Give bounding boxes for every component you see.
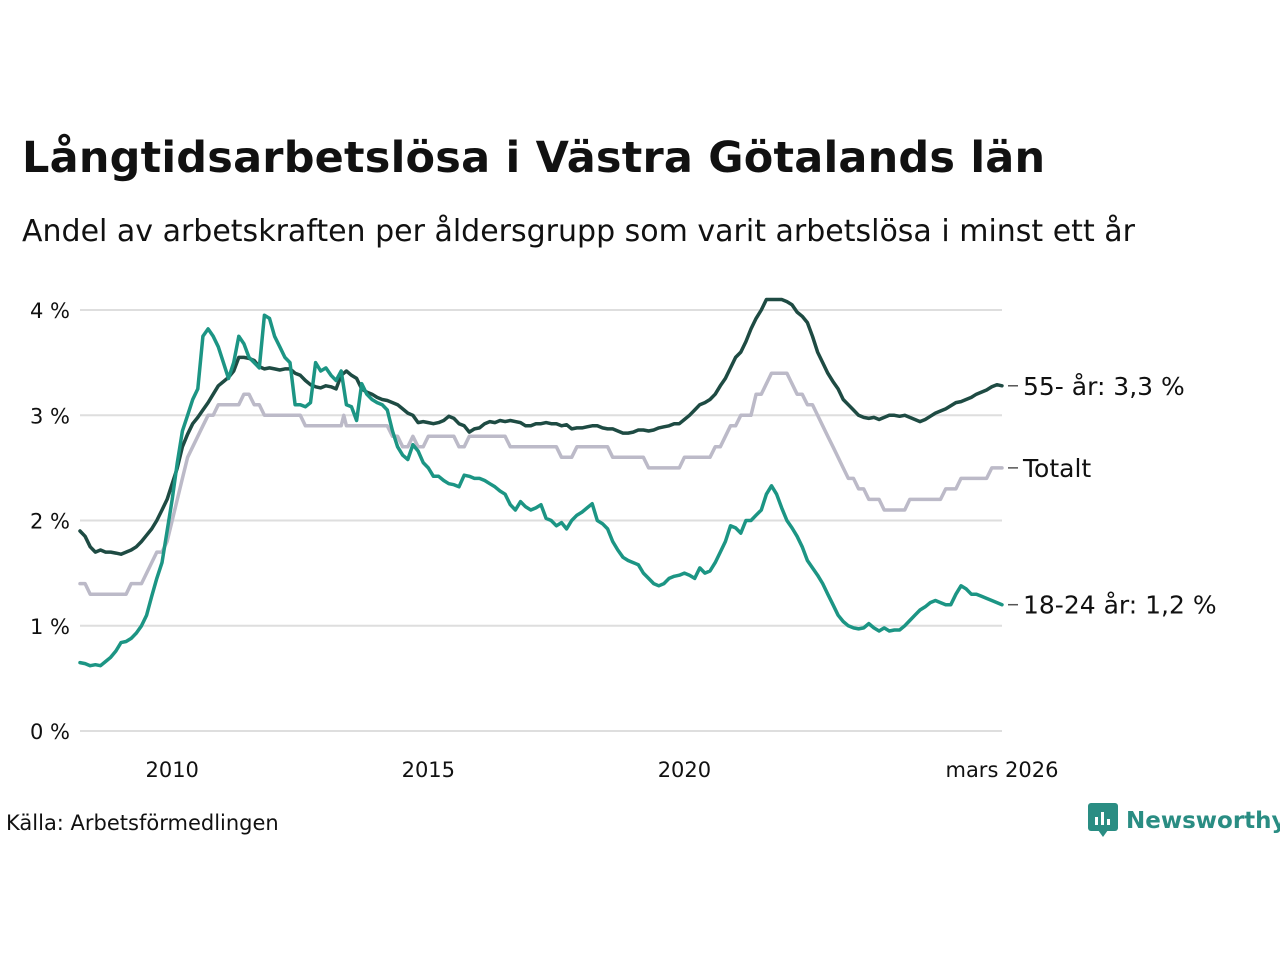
series-line bbox=[78, 297, 1004, 556]
source-note: Källa: Arbetsförmedlingen bbox=[6, 811, 279, 835]
series-line bbox=[78, 371, 1004, 596]
chart-title: Långtidsarbetslösa i Västra Götalands lä… bbox=[22, 133, 1046, 183]
y-tick-label: 2 % bbox=[30, 510, 70, 534]
label-layer: 0 % 1 % 2 % 3 % 4 % 2010 2015 2020 mars 2026 Tota… bbox=[30, 299, 1217, 782]
series-end-label: 18-24 år: 1,2 % bbox=[1023, 591, 1217, 620]
y-tick-label: 4 % bbox=[30, 299, 70, 323]
series-layer bbox=[78, 297, 1004, 668]
x-tick-label: mars 2026 bbox=[945, 758, 1058, 782]
y-tick-label: 0 % bbox=[30, 720, 70, 744]
y-tick-label: 3 % bbox=[30, 404, 70, 428]
series-line bbox=[78, 313, 1004, 668]
x-tick-label: 2010 bbox=[145, 758, 198, 782]
series-end-label: Totalt bbox=[1022, 454, 1091, 483]
x-tick-label: 2020 bbox=[658, 758, 711, 782]
grid-layer bbox=[80, 309, 1002, 732]
chart-subtitle: Andel av arbetskraften per åldersgrupp s… bbox=[22, 214, 1135, 249]
brand-name: Newsworthy bbox=[1126, 808, 1280, 834]
y-tick-label: 1 % bbox=[30, 615, 70, 639]
series-end-label: 55- år: 3,3 % bbox=[1023, 372, 1185, 401]
brand-logo[interactable]: Newsworthy bbox=[1088, 803, 1280, 839]
bar-chart-speech-bubble-icon bbox=[1088, 803, 1118, 837]
x-tick-label: 2015 bbox=[402, 758, 455, 782]
